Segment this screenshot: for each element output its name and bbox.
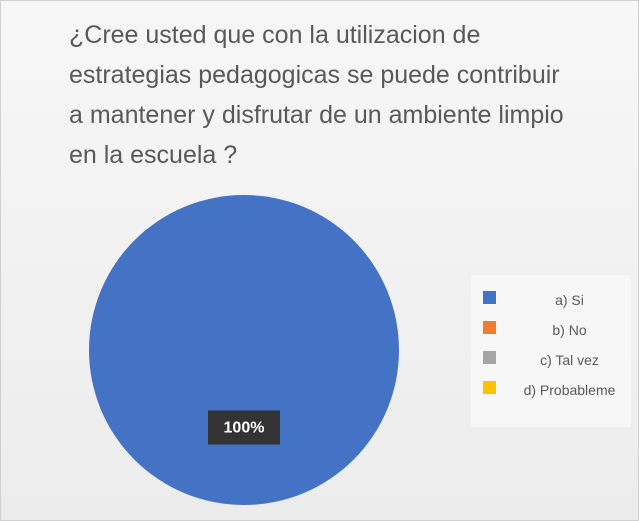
legend-label: a) Si: [555, 292, 584, 308]
legend-item: b) No: [479, 313, 629, 343]
data-label-text: 100%: [224, 420, 265, 437]
legend-swatch: [483, 321, 496, 334]
legend-label: c) Tal vez: [540, 352, 599, 368]
legend-item: c) Tal vez: [479, 343, 629, 373]
legend-swatch: [483, 291, 496, 304]
legend-item: a) Si: [479, 283, 629, 313]
data-label-box: [208, 410, 280, 445]
data-label: 100%: [208, 410, 280, 445]
legend: a) Si b) No c) Tal vez d) Probableme: [471, 275, 631, 427]
legend-label: b) No: [552, 322, 587, 338]
pie-slice: [89, 195, 399, 505]
legend-label: d) Probableme: [523, 382, 616, 398]
legend-swatch: [483, 381, 496, 394]
legend-item: d) Probableme: [479, 373, 629, 403]
legend-swatch: [483, 351, 496, 364]
chart-title: ¿Cree usted que con la utilizacion de es…: [69, 21, 564, 169]
